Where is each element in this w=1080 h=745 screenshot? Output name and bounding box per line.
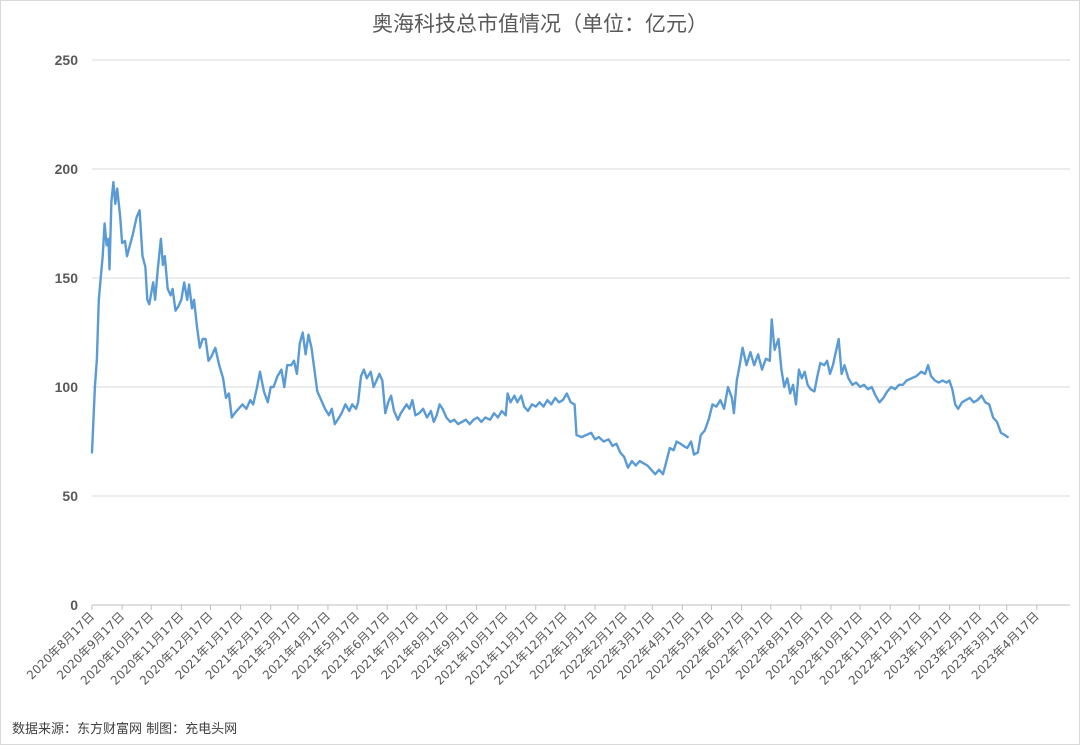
series-layer xyxy=(90,180,1009,476)
y-tick-label: 0 xyxy=(70,597,78,613)
chart-title: 奥海科技总市值情况（单位：亿元） xyxy=(372,12,708,36)
y-axis: 0 50 100 150 200 250 xyxy=(55,52,79,613)
source-note: 数据来源：东方财富网 制图：充电头网 xyxy=(12,722,238,737)
y-tick-label: 200 xyxy=(55,161,79,177)
y-tick-label: 250 xyxy=(55,52,79,68)
gridlines xyxy=(92,59,1070,606)
y-tick-label: 100 xyxy=(55,379,79,395)
y-tick-label: 50 xyxy=(62,488,78,504)
series-line xyxy=(90,180,1009,476)
y-tick-label: 150 xyxy=(55,270,79,286)
x-axis: 2020年8月17日2020年9月17日2020年10月17日2020年11月1… xyxy=(24,605,1042,688)
